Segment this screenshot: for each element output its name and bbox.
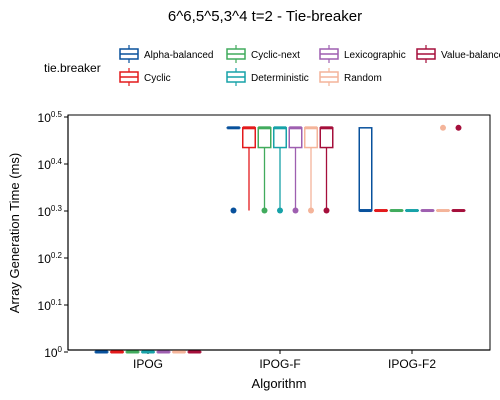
legend-label: Cyclic <box>144 73 171 84</box>
x-tick-label: IPOG-F <box>259 357 300 371</box>
box-body <box>257 127 272 149</box>
x-tick-label: IPOG <box>133 357 163 371</box>
box-body <box>358 127 373 212</box>
outlier-point <box>323 207 330 214</box>
legend-item-cyclic: Cyclic <box>119 68 171 86</box>
chart-title: 6^6,5^5,3^4 t=2 - Tie-breaker <box>168 8 362 25</box>
outlier-point <box>261 207 268 214</box>
x-axis-title: Algorithm <box>252 376 307 391</box>
y-tick-label: 100.3 <box>38 204 63 219</box>
box-alpha-balanced-ipog-f <box>226 126 241 214</box>
box-lexicographic-ipog-f <box>288 126 303 214</box>
legend-item-alpha-balanced: Alpha-balanced <box>119 45 214 63</box>
outlier-point <box>230 207 237 214</box>
legend-label: Lexicographic <box>344 50 406 61</box>
legend-item-random: Random <box>319 68 382 86</box>
legend-item-cyclic-next: Cyclic-next <box>226 45 300 63</box>
box-body <box>304 127 318 149</box>
box-value-balanced-ipog-f2 <box>451 124 466 213</box>
legend-title: tie.breaker <box>44 61 101 75</box>
box-deterministic-ipog-f <box>273 126 287 214</box>
box-body <box>242 127 256 149</box>
plot-frame <box>67 114 491 351</box>
x-tick-label: IPOG-F2 <box>388 357 436 371</box>
box-body <box>319 127 334 149</box>
legend-label: Cyclic-next <box>251 50 300 61</box>
y-axis-ticks: 100 100.1 100.2 100.3 100.4 100.5 <box>38 110 68 360</box>
x-axis-ticks: IPOG IPOG-F IPOG-F2 <box>133 350 436 371</box>
outlier-point <box>308 207 314 214</box>
outlier-point <box>277 207 283 214</box>
y-tick-label: 100.4 <box>38 157 63 172</box>
y-tick-label: 100.1 <box>38 298 63 313</box>
box-alpha-balanced-ipog-f2 <box>358 127 373 213</box>
box-cyclic-next-ipog-f <box>257 126 272 214</box>
legend-label: Random <box>344 73 382 84</box>
outlier-point <box>455 124 462 131</box>
box-cyclic-ipog-f <box>242 126 256 211</box>
legend: tie.breaker Alpha-balanced Cyclic Cyclic-n… <box>44 45 500 86</box>
y-tick-label: 100 <box>44 345 62 360</box>
legend-item-lexicographic: Lexicographic <box>319 45 406 63</box>
legend-label: Alpha-balanced <box>144 50 214 61</box>
box-body <box>288 127 303 149</box>
legend-label: Deterministic <box>251 73 309 84</box>
outlier-point <box>292 207 299 214</box>
box-value-balanced-ipog-f <box>319 126 334 214</box>
outlier-point <box>440 124 446 131</box>
legend-label: Value-balanced <box>441 50 500 61</box>
y-tick-label: 100.5 <box>38 110 63 125</box>
legend-item-deterministic: Deterministic <box>226 68 309 86</box>
legend-item-value-balanced: Value-balanced <box>416 45 500 63</box>
box-plot-marks <box>94 124 466 354</box>
box-body <box>273 127 287 149</box>
y-tick-label: 100.2 <box>38 251 63 266</box>
y-axis-title: Array Generation Time (ms) <box>7 153 22 313</box>
box-random-ipog-f <box>304 126 318 214</box>
box-random-ipog-f2 <box>436 124 450 213</box>
